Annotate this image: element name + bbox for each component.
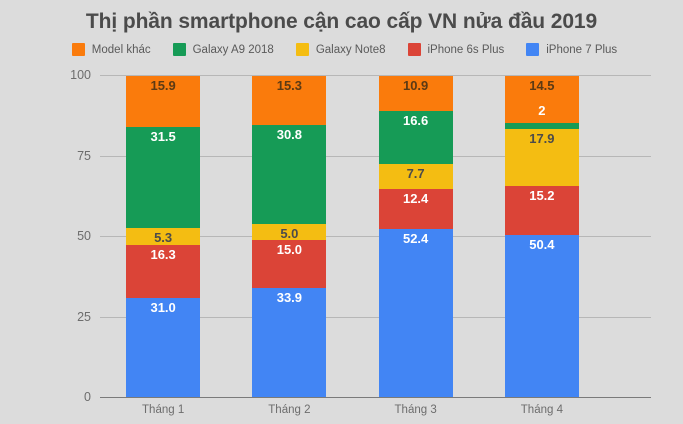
- bar-segment[interactable]: 15.0: [252, 240, 327, 289]
- bar-value-label: 15.9: [150, 78, 176, 94]
- stacked-bar[interactable]: 10.9 16.6 7.7 12.4 52.4: [378, 76, 453, 397]
- bar-value-label: 52.4: [402, 230, 429, 246]
- x-axis-tick-label: Tháng 4: [520, 404, 563, 416]
- bar-group: 14.5 2 17.9 15.2 50.4 Tháng 4: [479, 76, 605, 416]
- bar-segment[interactable]: 33.9: [252, 288, 327, 397]
- legend-item[interactable]: Model khác: [71, 43, 151, 56]
- legend-label: iPhone 6s Plus: [427, 43, 505, 56]
- legend-item[interactable]: Galaxy A9 2018: [172, 43, 274, 56]
- legend-swatch-icon: [172, 43, 186, 56]
- bar-value-label: 31.0: [150, 299, 176, 315]
- bar-value-label: 16.6: [402, 113, 429, 129]
- bar-segment[interactable]: 15.9: [126, 76, 201, 128]
- bar-value-label: 5.3: [154, 230, 173, 246]
- bar-value-label: 5.0: [280, 226, 299, 241]
- bar-value-label: 15.2: [529, 188, 555, 204]
- y-axis-tick-label: 25: [77, 309, 91, 324]
- bar-segment[interactable]: 31.0: [126, 297, 201, 397]
- y-axis-tick-label: 0: [84, 390, 91, 404]
- bar-group: 15.9 31.5 5.3 16.3 31.0 Tháng 1: [100, 76, 226, 416]
- legend-item[interactable]: iPhone 7 Plus: [526, 43, 617, 56]
- bar-value-label: 30.8: [276, 127, 303, 143]
- bar-value-label: 12.4: [402, 191, 429, 206]
- bar-segment[interactable]: 16.3: [126, 245, 201, 298]
- legend-swatch-icon: [71, 43, 85, 56]
- y-axis-tick-label: 100: [70, 68, 91, 82]
- gridline: 25: [77, 310, 651, 324]
- plot-area: 0 25 50 75 100 15.9 31.5 5.3 16.3 31.0 Tháng 1 15.…: [70, 68, 651, 416]
- stacked-bar[interactable]: 15.3 30.8 5.0 15.0 33.9: [252, 76, 327, 397]
- bar-segment[interactable]: 10.9: [378, 76, 453, 112]
- bar-segment[interactable]: 31.5: [126, 127, 201, 229]
- bar-series-container: 15.9 31.5 5.3 16.3 31.0 Tháng 1 15.3 30.8 5.0 15.…: [100, 76, 605, 416]
- legend-label: Galaxy Note8: [315, 43, 386, 56]
- legend-swatch-icon: [295, 43, 309, 56]
- bar-value-label: 17.9: [529, 130, 555, 146]
- gridline: 100: [70, 68, 651, 82]
- bar-segment[interactable]: 14.5: [504, 76, 579, 123]
- chart-title: Thị phần smartphone cận cao cấp VN nửa đ…: [85, 10, 598, 33]
- bar-value-label: 10.9: [402, 78, 429, 94]
- gridline: 50: [77, 229, 651, 243]
- chart-legend: Model khác Galaxy A9 2018 Galaxy Note8 iPho…: [0, 43, 683, 56]
- legend-item[interactable]: Galaxy Note8: [295, 43, 386, 56]
- bar-segment[interactable]: 7.7: [378, 164, 453, 189]
- legend-swatch-icon: [407, 43, 421, 56]
- legend-label: Galaxy A9 2018: [192, 43, 274, 56]
- x-axis-tick-label: Tháng 3: [394, 404, 437, 416]
- bar-value-label: 31.5: [150, 129, 176, 145]
- bar-segment[interactable]: 2: [504, 103, 579, 129]
- bar-value-label: 16.3: [150, 247, 176, 263]
- legend-label: Model khác: [91, 43, 151, 56]
- x-axis-tick-label: Tháng 2: [268, 404, 311, 416]
- stacked-bar[interactable]: 14.5 2 17.9 15.2 50.4: [504, 76, 579, 397]
- bar-value-label: 33.9: [276, 290, 303, 306]
- bar-segment[interactable]: 15.3: [252, 76, 327, 126]
- bar-segment[interactable]: 16.6: [378, 111, 453, 165]
- bar-segment[interactable]: 5.0: [252, 224, 327, 241]
- bar-segment[interactable]: 15.2: [504, 186, 579, 236]
- bar-value-label: 15.3: [276, 78, 303, 94]
- stacked-bar[interactable]: 15.9 31.5 5.3 16.3 31.0: [126, 76, 201, 397]
- legend-item[interactable]: iPhone 6s Plus: [407, 43, 505, 56]
- bar-value-label: 14.5: [529, 78, 555, 94]
- legend-label: iPhone 7 Plus: [546, 43, 618, 56]
- legend-swatch-icon: [526, 43, 540, 56]
- bar-segment[interactable]: 17.9: [504, 128, 579, 187]
- bar-value-label: 15.0: [276, 242, 303, 258]
- bar-group: 10.9 16.6 7.7 12.4 52.4 Tháng 3: [353, 76, 479, 416]
- bar-segment[interactable]: 30.8: [252, 125, 327, 224]
- bar-value-label: 2: [538, 102, 546, 118]
- gridline: 75: [77, 149, 651, 163]
- bar-segment[interactable]: 5.3: [126, 228, 201, 246]
- bar-value-label: 50.4: [529, 237, 555, 253]
- bar-segment[interactable]: 52.4: [378, 228, 453, 397]
- y-axis-tick-label: 75: [77, 148, 91, 163]
- bar-segment[interactable]: 12.4: [378, 189, 453, 229]
- x-axis-line: [100, 397, 651, 398]
- x-axis-tick-label: Tháng 1: [142, 404, 185, 416]
- y-axis-tick-label: 50: [77, 229, 91, 243]
- bar-value-label: 7.7: [406, 166, 425, 182]
- bar-group: 15.3 30.8 5.0 15.0 33.9 Tháng 2: [226, 76, 352, 416]
- bar-segment[interactable]: 50.4: [504, 235, 579, 397]
